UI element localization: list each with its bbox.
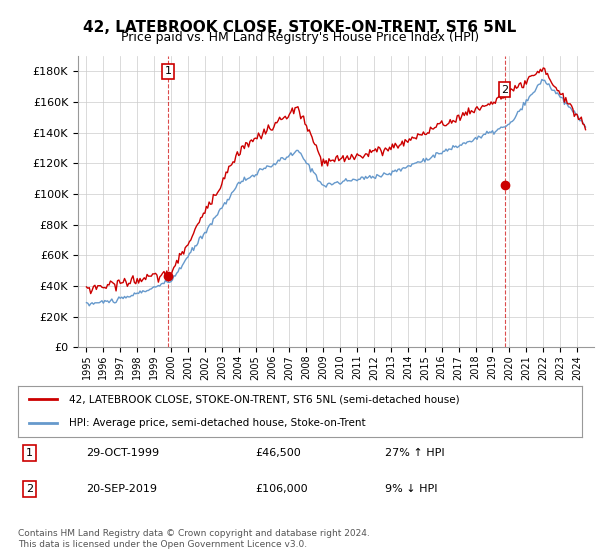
Text: 20-SEP-2019: 20-SEP-2019 bbox=[86, 484, 157, 494]
Text: 42, LATEBROOK CLOSE, STOKE-ON-TRENT, ST6 5NL: 42, LATEBROOK CLOSE, STOKE-ON-TRENT, ST6… bbox=[83, 20, 517, 35]
Text: HPI: Average price, semi-detached house, Stoke-on-Trent: HPI: Average price, semi-detached house,… bbox=[69, 418, 365, 428]
Text: £46,500: £46,500 bbox=[255, 448, 301, 458]
Text: 29-OCT-1999: 29-OCT-1999 bbox=[86, 448, 159, 458]
Text: 9% ↓ HPI: 9% ↓ HPI bbox=[385, 484, 437, 494]
Text: Contains HM Land Registry data © Crown copyright and database right 2024.: Contains HM Land Registry data © Crown c… bbox=[18, 529, 370, 538]
Text: This data is licensed under the Open Government Licence v3.0.: This data is licensed under the Open Gov… bbox=[18, 540, 307, 549]
Text: Price paid vs. HM Land Registry's House Price Index (HPI): Price paid vs. HM Land Registry's House … bbox=[121, 31, 479, 44]
Text: £106,000: £106,000 bbox=[255, 484, 308, 494]
Text: 1: 1 bbox=[26, 448, 33, 458]
Text: 42, LATEBROOK CLOSE, STOKE-ON-TRENT, ST6 5NL (semi-detached house): 42, LATEBROOK CLOSE, STOKE-ON-TRENT, ST6… bbox=[69, 394, 460, 404]
Text: 27% ↑ HPI: 27% ↑ HPI bbox=[385, 448, 444, 458]
Text: 2: 2 bbox=[26, 484, 33, 494]
Text: 2: 2 bbox=[501, 85, 508, 95]
Text: 1: 1 bbox=[164, 66, 172, 76]
